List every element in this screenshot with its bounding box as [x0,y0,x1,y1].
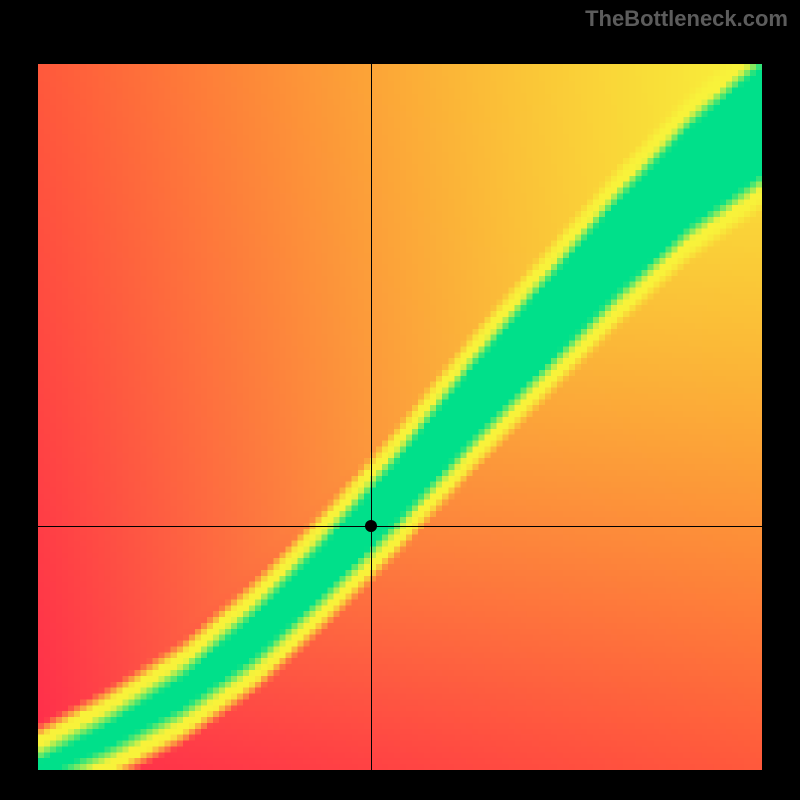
crosshair-vertical [371,64,372,770]
data-point-marker [365,520,377,532]
watermark-text: TheBottleneck.com [585,6,788,32]
heatmap-canvas [38,64,762,770]
chart-frame [0,30,800,800]
crosshair-horizontal [38,526,762,527]
chart-plot-area [38,64,762,770]
